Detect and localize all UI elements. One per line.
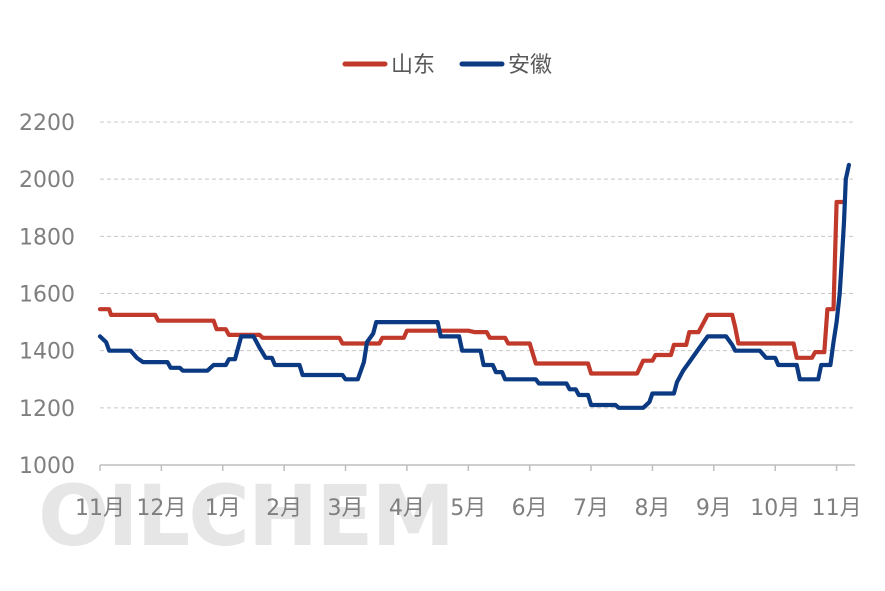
y-tick-label: 1600: [19, 283, 75, 308]
series-line-shandong: [97, 199, 845, 376]
x-tick-label: 11月: [812, 496, 862, 521]
series-lines: [97, 162, 851, 410]
x-tick-label: 10月: [750, 496, 800, 521]
y-tick-label: 2200: [19, 111, 75, 136]
x-tick-label: 4月: [389, 496, 425, 521]
x-tick-label: 1月: [205, 496, 241, 521]
legend: 山东 安徽: [342, 53, 552, 78]
y-tick-label: 1400: [19, 340, 75, 365]
x-tick-label: 5月: [450, 496, 486, 521]
y-tick-label: 2000: [19, 168, 75, 193]
watermark: OILCHEM: [38, 467, 455, 565]
axes: 1000 1200 1400 1600 1800 2000 2200 11月 12月 1月 2月 3月…: [19, 111, 862, 521]
series-line-anhui: [97, 162, 851, 410]
x-tick-label: 3月: [328, 496, 364, 521]
x-tick-label: 2月: [266, 496, 302, 521]
y-tick-label: 1200: [19, 397, 75, 422]
x-tick-label: 11月: [75, 496, 125, 521]
y-tick-label: 1000: [19, 454, 75, 479]
x-tick-label: 7月: [573, 496, 609, 521]
x-tick-label: 9月: [696, 496, 732, 521]
y-tick-label: 1800: [19, 225, 75, 250]
legend-label: 山东: [391, 53, 435, 78]
x-tick-label: 6月: [512, 496, 548, 521]
legend-label: 安徽: [508, 53, 552, 78]
x-tick-label: 12月: [136, 496, 186, 521]
watermark-text: OILCHEM: [38, 467, 453, 565]
x-tick-label: 8月: [634, 496, 670, 521]
